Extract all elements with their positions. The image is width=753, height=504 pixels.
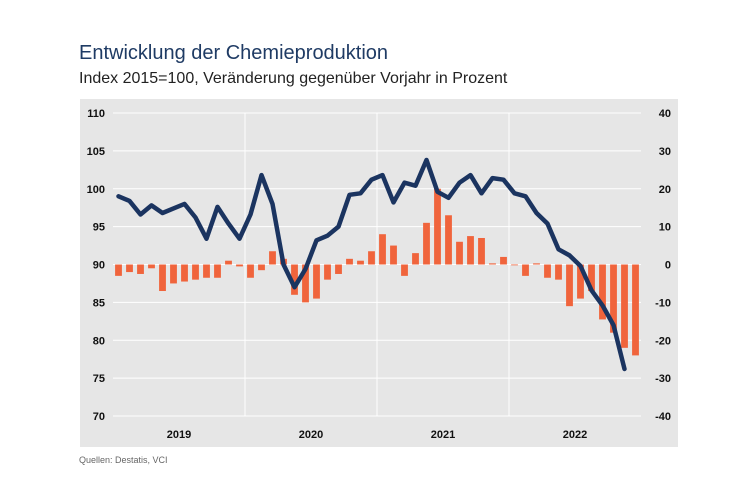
bar-yoy-change (390, 245, 397, 265)
bar-yoy-change (203, 264, 210, 278)
left-axis-tick-label: 100 (87, 184, 105, 196)
left-axis-tick-label: 75 (93, 373, 105, 385)
right-axis-tick-label: 0 (665, 260, 671, 272)
right-axis-tick-label: 40 (659, 108, 671, 120)
bar-yoy-change (159, 264, 166, 292)
bar-yoy-change (456, 241, 463, 265)
bar-yoy-change (566, 264, 573, 307)
line-series-layer (116, 157, 627, 372)
bar-yoy-change (214, 264, 221, 278)
bar-yoy-change (588, 264, 595, 292)
x-axis-year-label: 2021 (431, 429, 455, 441)
bar-yoy-change (632, 264, 639, 356)
bar-yoy-change (577, 264, 584, 299)
bar-yoy-change (148, 264, 155, 269)
left-axis-tick-label: 90 (93, 260, 105, 272)
grid-layer (113, 112, 641, 417)
right-axis-tick-label: -40 (655, 411, 671, 423)
bar-yoy-change (115, 264, 122, 276)
bar-yoy-change (236, 264, 243, 267)
bar-yoy-change (522, 264, 529, 276)
bar-yoy-change (181, 264, 188, 282)
bar-series-layer (115, 188, 639, 356)
bar-yoy-change (445, 215, 452, 265)
x-axis-year-label: 2020 (299, 429, 323, 441)
bar-yoy-change (467, 236, 474, 265)
bar-yoy-change (137, 264, 144, 274)
bar-yoy-change (170, 264, 177, 284)
bar-yoy-change (423, 222, 430, 265)
bar-yoy-change (555, 264, 562, 280)
bar-yoy-change (478, 237, 485, 265)
source-note: Quellen: Destatis, VCI (79, 455, 168, 465)
right-axis-tick-label: -20 (655, 335, 671, 347)
bar-yoy-change (313, 264, 320, 299)
right-axis-tick-label: 30 (659, 146, 671, 158)
bar-yoy-change (610, 264, 617, 333)
bar-yoy-change (291, 264, 298, 295)
bar-yoy-change (511, 264, 518, 266)
left-axis-tick-label: 105 (87, 146, 105, 158)
bar-yoy-change (368, 251, 375, 265)
bar-yoy-change (324, 264, 331, 280)
left-axis-tick-label: 95 (93, 222, 105, 234)
right-axis-tick-label: 20 (659, 184, 671, 196)
bar-yoy-change (357, 260, 364, 265)
bar-yoy-change (247, 264, 254, 278)
chart-title: Entwicklung der Chemieproduktion (79, 42, 389, 64)
bar-yoy-change (434, 188, 441, 265)
left-axis-tick-label: 110 (87, 108, 105, 120)
bar-yoy-change (302, 264, 309, 303)
bar-yoy-change (192, 264, 199, 280)
bar-yoy-change (225, 260, 232, 265)
bar-yoy-change (599, 264, 606, 320)
right-axis-tick-label: -10 (655, 297, 671, 309)
right-axis-tick-label: -30 (655, 373, 671, 385)
left-axis-tick-label: 70 (93, 411, 105, 423)
right-axis-tick-label: 10 (659, 222, 671, 234)
x-axis-year-label: 2022 (563, 429, 587, 441)
line-production-index (116, 157, 627, 372)
chart-subtitle: Index 2015=100, Veränderung gegenüber Vo… (79, 70, 508, 87)
left-axis-tick-label: 80 (93, 335, 105, 347)
left-axis-tick-label: 85 (93, 297, 105, 309)
bar-yoy-change (489, 263, 496, 265)
bar-yoy-change (500, 256, 507, 265)
bar-yoy-change (379, 234, 386, 265)
x-axis-year-label: 2019 (167, 429, 191, 441)
bar-yoy-change (544, 264, 551, 278)
bar-yoy-change (335, 264, 342, 274)
bar-yoy-change (401, 264, 408, 276)
bar-yoy-change (269, 251, 276, 265)
bar-yoy-change (621, 264, 628, 348)
bar-yoy-change (126, 264, 133, 273)
bar-yoy-change (346, 258, 353, 265)
axis-layer: 70 75 80 85 90 95 100 105 110 -40 -30 -20 -10 0 10 20 30… (87, 108, 671, 441)
bar-yoy-change (533, 263, 540, 265)
bar-yoy-change (258, 264, 265, 271)
bar-yoy-change (412, 253, 419, 265)
